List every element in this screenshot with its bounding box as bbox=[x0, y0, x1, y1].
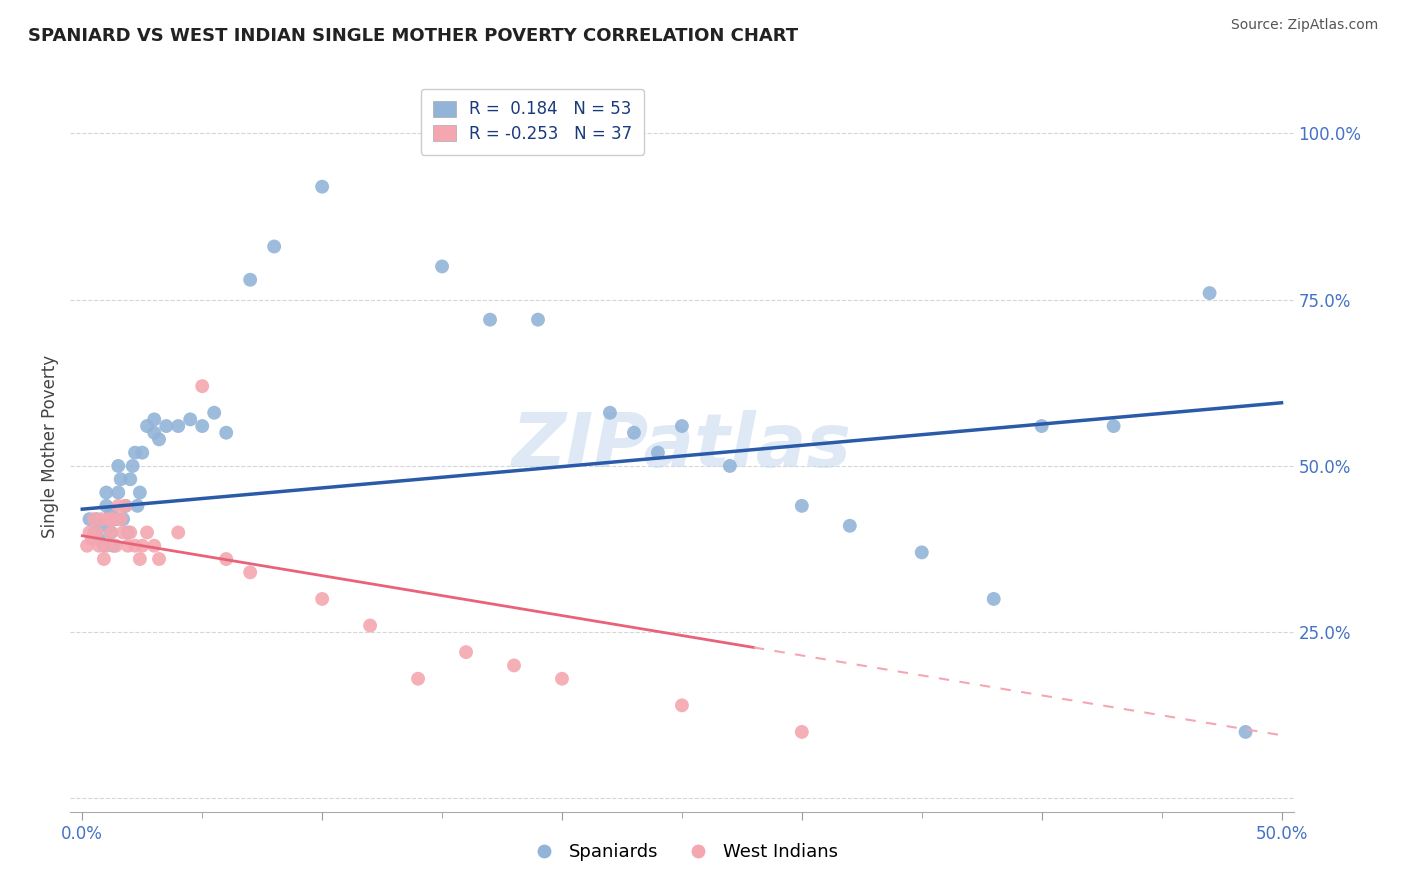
Point bbox=[143, 412, 166, 426]
Point bbox=[114, 499, 136, 513]
Point bbox=[110, 472, 132, 486]
Point bbox=[86, 512, 108, 526]
Point bbox=[551, 672, 574, 686]
Point bbox=[93, 552, 115, 566]
Point bbox=[104, 539, 127, 553]
Point bbox=[93, 539, 115, 553]
Point bbox=[112, 512, 135, 526]
Point bbox=[96, 539, 118, 553]
Point bbox=[311, 179, 333, 194]
Point bbox=[790, 499, 813, 513]
Point bbox=[83, 512, 105, 526]
Point bbox=[838, 518, 860, 533]
Point bbox=[100, 506, 122, 520]
Point bbox=[1031, 419, 1053, 434]
Point bbox=[718, 458, 741, 473]
Point bbox=[107, 499, 129, 513]
Point bbox=[80, 532, 103, 546]
Point bbox=[103, 539, 125, 553]
Legend: Spaniards, West Indians: Spaniards, West Indians bbox=[519, 836, 845, 869]
Point bbox=[103, 512, 125, 526]
Point bbox=[87, 539, 110, 553]
Point bbox=[167, 525, 190, 540]
Point bbox=[76, 539, 98, 553]
Point bbox=[121, 458, 143, 473]
Point bbox=[136, 525, 159, 540]
Point bbox=[215, 425, 238, 440]
Point bbox=[83, 525, 105, 540]
Point bbox=[527, 312, 550, 326]
Point bbox=[100, 525, 122, 540]
Point bbox=[623, 425, 645, 440]
Point bbox=[503, 658, 526, 673]
Text: SPANIARD VS WEST INDIAN SINGLE MOTHER POVERTY CORRELATION CHART: SPANIARD VS WEST INDIAN SINGLE MOTHER PO… bbox=[28, 27, 799, 45]
Point bbox=[107, 458, 129, 473]
Point bbox=[143, 539, 166, 553]
Point bbox=[202, 406, 225, 420]
Point bbox=[191, 419, 214, 434]
Point bbox=[155, 419, 177, 434]
Point bbox=[120, 472, 142, 486]
Point bbox=[117, 525, 139, 540]
Point bbox=[179, 412, 201, 426]
Point bbox=[1198, 286, 1220, 301]
Point bbox=[131, 539, 153, 553]
Point bbox=[96, 499, 118, 513]
Point bbox=[124, 539, 146, 553]
Point bbox=[239, 273, 262, 287]
Point bbox=[114, 499, 136, 513]
Point bbox=[215, 552, 238, 566]
Point bbox=[263, 239, 285, 253]
Point bbox=[124, 445, 146, 459]
Point bbox=[599, 406, 621, 420]
Point bbox=[479, 312, 502, 326]
Point bbox=[112, 525, 135, 540]
Point bbox=[96, 485, 118, 500]
Point bbox=[128, 485, 150, 500]
Point bbox=[191, 379, 214, 393]
Point bbox=[311, 591, 333, 606]
Point bbox=[107, 485, 129, 500]
Point bbox=[359, 618, 381, 632]
Point bbox=[983, 591, 1005, 606]
Point bbox=[143, 425, 166, 440]
Text: Source: ZipAtlas.com: Source: ZipAtlas.com bbox=[1230, 18, 1378, 32]
Point bbox=[406, 672, 429, 686]
Point bbox=[79, 525, 101, 540]
Point bbox=[104, 512, 127, 526]
Point bbox=[790, 725, 813, 739]
Point bbox=[86, 525, 108, 540]
Point bbox=[90, 518, 112, 533]
Point bbox=[79, 512, 101, 526]
Point bbox=[136, 419, 159, 434]
Point bbox=[148, 552, 170, 566]
Point bbox=[100, 525, 122, 540]
Point bbox=[239, 566, 262, 580]
Point bbox=[671, 419, 693, 434]
Point bbox=[120, 525, 142, 540]
Point bbox=[167, 419, 190, 434]
Point bbox=[97, 512, 120, 526]
Y-axis label: Single Mother Poverty: Single Mother Poverty bbox=[41, 354, 59, 538]
Point bbox=[117, 539, 139, 553]
Point bbox=[128, 552, 150, 566]
Point bbox=[1234, 725, 1257, 739]
Point bbox=[127, 499, 149, 513]
Point bbox=[148, 433, 170, 447]
Point bbox=[110, 512, 132, 526]
Point bbox=[454, 645, 477, 659]
Point bbox=[87, 532, 110, 546]
Point bbox=[647, 445, 669, 459]
Text: ZIPatlas: ZIPatlas bbox=[512, 409, 852, 483]
Point bbox=[430, 260, 453, 274]
Point bbox=[671, 698, 693, 713]
Point bbox=[131, 445, 153, 459]
Point bbox=[1102, 419, 1125, 434]
Point bbox=[90, 512, 112, 526]
Point bbox=[911, 545, 934, 559]
